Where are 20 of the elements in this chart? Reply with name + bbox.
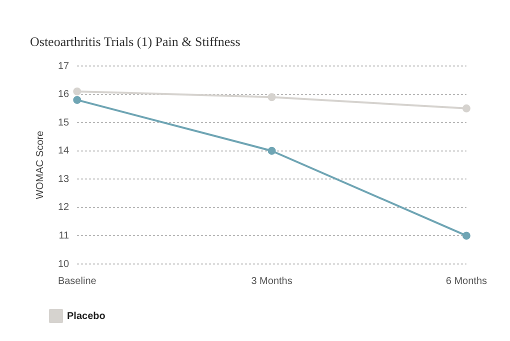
y-tick-label: 13 <box>58 174 70 185</box>
y-tick-label: 10 <box>58 258 70 270</box>
y-tick-label: 11 <box>58 230 70 242</box>
x-tick-label: 3 Months <box>251 276 292 287</box>
x-tick-label: Baseline <box>58 276 97 287</box>
x-tick-label: 6 Months <box>446 276 488 287</box>
y-tick-label: 17 <box>58 60 70 72</box>
point <box>268 146 276 155</box>
y-tick-label: 16 <box>58 89 70 100</box>
point <box>73 96 82 104</box>
legend-label: Placebo <box>67 310 106 322</box>
chart-title: Osteoarthritis Trials (1) Pain & Stiffness <box>30 34 240 50</box>
y-tick-label: 12 <box>58 202 70 214</box>
y-axis-title: WOMAC Score <box>34 130 46 200</box>
y-tick-label: 15 <box>58 117 70 128</box>
y-tick-label: 14 <box>58 146 70 157</box>
point <box>73 87 82 96</box>
point <box>268 93 276 102</box>
point <box>462 232 470 240</box>
point <box>462 104 470 112</box>
